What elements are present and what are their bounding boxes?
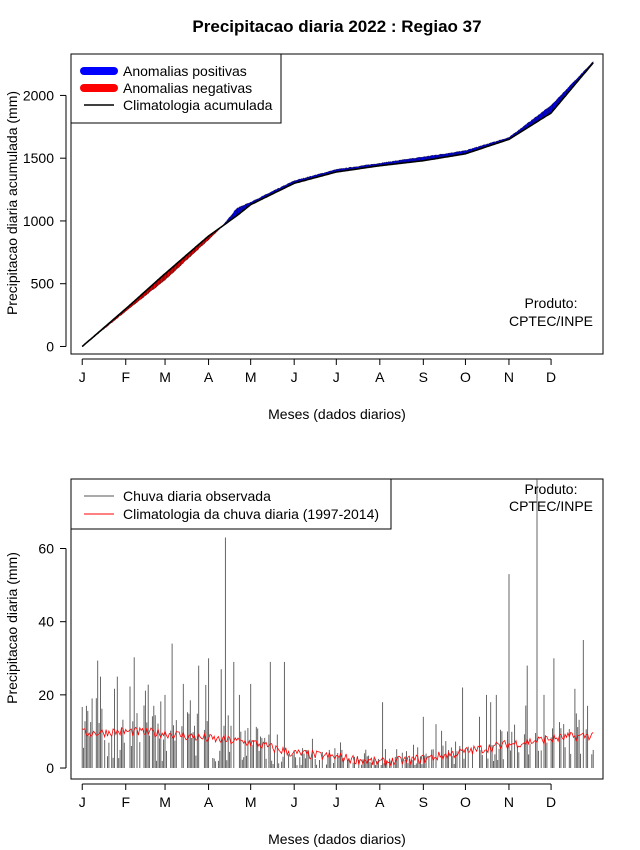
legend-positive-label: Anomalias positivas	[123, 63, 247, 79]
top-y-tick-label: 2000	[23, 87, 54, 103]
top-climatology-line	[81, 62, 594, 348]
top-x-tick-label: J	[291, 369, 298, 385]
bottom-x-tick-label: J	[291, 794, 298, 810]
bottom-legend-box	[70, 478, 392, 530]
top-x-tick-label: M	[159, 369, 171, 385]
top-y-axis-label: Precipitacao diaria acumulada (mm)	[4, 91, 20, 315]
top-x-axis-label: Meses (dados diarios)	[268, 406, 406, 422]
bottom-y-tick-label: 60	[38, 541, 54, 557]
top-x-tick-label: J	[333, 369, 340, 385]
top-x-tick-label: J	[79, 369, 86, 385]
bottom-x-tick-label: M	[245, 794, 257, 810]
bottom-x-tick-label: M	[159, 794, 171, 810]
top-y-tick-label: 1000	[23, 213, 54, 229]
legend-negative-label: Anomalias negativas	[123, 80, 252, 96]
top-x-tick-label: O	[460, 369, 471, 385]
legend-clim-daily-label: Climatologia da chuva diaria (1997-2014)	[123, 506, 379, 522]
bottom-y-axis: 0 20 40 60	[38, 541, 67, 776]
bottom-observed-bars	[81, 479, 594, 768]
bottom-x-axis-label: Meses (dados diarios)	[268, 831, 406, 847]
top-x-tick-label: A	[204, 369, 214, 385]
top-legend: Anomalias positivas Anomalias negativas …	[70, 53, 282, 124]
top-credit-line1: Produto:	[525, 295, 578, 311]
bottom-credit-line2: CPTEC/INPE	[509, 498, 593, 514]
bottom-x-tick-label: O	[460, 794, 471, 810]
top-x-tick-label: D	[546, 369, 556, 385]
chart-title: Precipitacao diaria 2022 : Regiao 37	[192, 17, 481, 36]
bottom-x-tick-label: N	[504, 794, 514, 810]
top-x-tick-label: N	[504, 369, 514, 385]
bottom-legend: Chuva diaria observada Climatologia da c…	[70, 478, 392, 530]
bottom-x-tick-label: A	[204, 794, 214, 810]
bottom-x-tick-label: A	[375, 794, 385, 810]
top-credit-line2: CPTEC/INPE	[509, 313, 593, 329]
top-x-tick-label: F	[121, 369, 130, 385]
bottom-climatology-line	[82, 726, 594, 767]
top-y-tick-label: 500	[31, 276, 55, 292]
top-plot-frame	[70, 53, 604, 355]
bottom-x-tick-label: J	[79, 794, 86, 810]
bottom-credit-line1: Produto:	[525, 481, 578, 497]
legend-climatology-label: Climatologia acumulada	[123, 97, 273, 113]
bottom-y-tick-label: 20	[38, 687, 54, 703]
bottom-y-axis-label: Precipitacao diaria (mm)	[4, 552, 20, 704]
top-y-tick-label: 1500	[23, 150, 54, 166]
legend-observed-label: Chuva diaria observada	[123, 488, 271, 504]
bottom-y-tick-label: 0	[46, 760, 54, 776]
bottom-y-tick-label: 40	[38, 614, 54, 630]
top-y-tick-label: 0	[46, 338, 54, 354]
top-chart: 0 500 1000 1500 2000 J F M A M J J A S O N D Meses (dad…	[4, 53, 604, 422]
bottom-x-tick-label: F	[121, 794, 130, 810]
bottom-x-tick-label: J	[333, 794, 340, 810]
bottom-chart: 0 20 40 60 J F M A M J J A S O N D Meses (dados diario…	[4, 478, 604, 847]
top-x-tick-label: M	[245, 369, 257, 385]
top-y-axis: 0 500 1000 1500 2000	[23, 87, 67, 354]
bottom-x-tick-label: S	[419, 794, 428, 810]
top-x-tick-label: A	[375, 369, 385, 385]
bottom-x-tick-label: D	[546, 794, 556, 810]
top-x-tick-label: S	[419, 369, 428, 385]
